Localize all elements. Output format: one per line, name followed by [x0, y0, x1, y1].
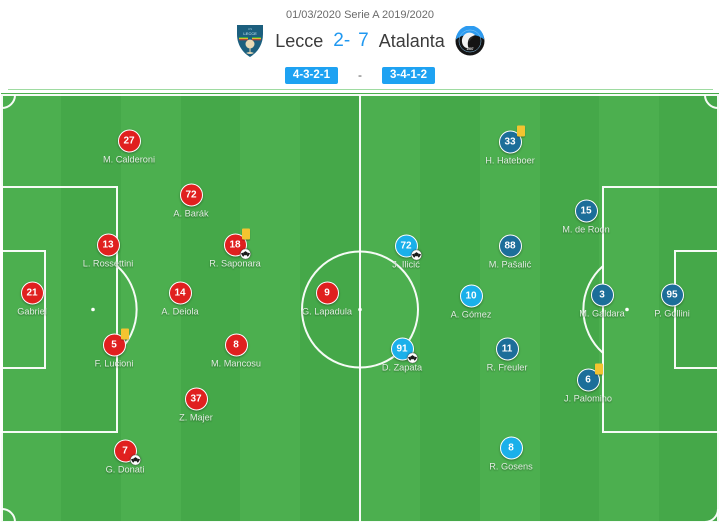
- svg-text:1907: 1907: [466, 47, 473, 51]
- svg-text:US: US: [248, 27, 252, 31]
- svg-text:LECCE: LECCE: [243, 31, 257, 36]
